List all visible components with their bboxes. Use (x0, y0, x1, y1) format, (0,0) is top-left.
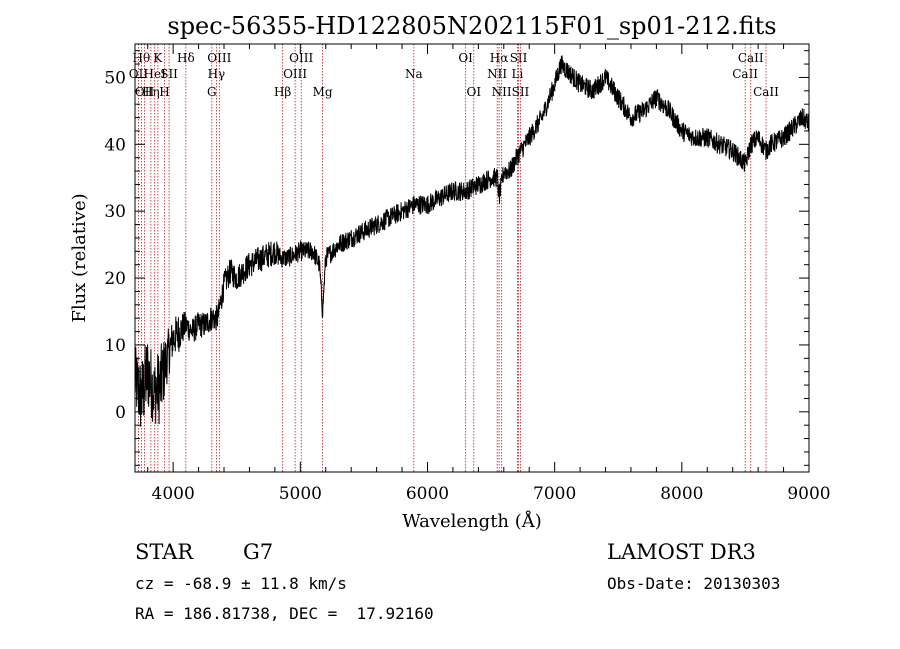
line-marker-label-14: OIII (289, 51, 313, 65)
y-tick-label-0: 0 (115, 403, 126, 423)
line-marker-label-2: OII (135, 85, 155, 99)
chart-title: spec-56355-HD122805N202115F01_sp01-212.f… (167, 12, 776, 40)
y-tick-label-1: 10 (104, 336, 126, 356)
line-marker-label-23: SII (510, 51, 528, 65)
line-marker-label-13: OIII (283, 67, 307, 81)
line-marker-label-18: OI (466, 85, 481, 99)
line-marker-label-8: Hδ (177, 51, 195, 65)
line-marker-label-19: NII (487, 67, 507, 81)
spectrum-chart: spec-56355-HD122805N202115F01_sp01-212.f… (69, 12, 831, 532)
x-tick-label-1: 5000 (279, 484, 322, 504)
line-marker-label-17: OI (458, 51, 473, 65)
line-marker-label-27: CaII (753, 85, 779, 99)
x-tick-label-0: 4000 (152, 484, 195, 504)
y-tick-label-2: 20 (104, 269, 126, 289)
line-marker-label-16: Na (405, 67, 423, 81)
x-tick-label-3: 7000 (533, 484, 576, 504)
spectrum-series (134, 55, 810, 427)
y-axis-label: Flux (relative) (69, 193, 90, 322)
line-marker-label-25: CaII (732, 67, 758, 81)
line-marker-label-4: HeI (144, 67, 167, 81)
y-tick-label-5: 50 (104, 68, 126, 88)
x-tick-label-5: 9000 (787, 484, 830, 504)
y-tick-label-4: 40 (104, 135, 126, 155)
coordinates: RA = 186.81738, DEC = 17.92160 (135, 604, 434, 623)
line-marker-label-20: Hα (490, 51, 509, 65)
line-marker-label-11: OIII (207, 51, 231, 65)
line-marker-label-7: SII (160, 67, 178, 81)
line-marker-label-21: NII (492, 85, 512, 99)
survey-name: LAMOST DR3 (607, 540, 756, 564)
line-marker-label-10: Hγ (208, 67, 226, 81)
y-tick-label-3: 30 (104, 202, 126, 222)
redshift-velocity: cz = -68.9 ± 11.8 km/s (135, 574, 347, 593)
plot-frame (134, 43, 810, 473)
line-marker-label-1: Hθ (133, 51, 151, 65)
line-marker-label-9: G (207, 85, 217, 99)
spectrum-line (134, 55, 810, 427)
x-tick-label-4: 8000 (660, 484, 703, 504)
object-subclass: G7 (243, 540, 274, 564)
line-marker-label-3: Hη (142, 85, 160, 99)
line-marker-label-15: Mg (313, 85, 333, 99)
line-marker-label-24: SII (512, 85, 530, 99)
object-class: STAR (135, 540, 194, 564)
line-marker-label-22: Li (511, 67, 523, 81)
x-tick-label-2: 6000 (406, 484, 449, 504)
line-marker-label-6: H (159, 85, 169, 99)
line-marker-label-12: Hβ (274, 85, 291, 99)
line-marker-label-5: K (153, 51, 163, 65)
observation-date: Obs-Date: 20130303 (607, 574, 781, 593)
line-markers: OIIHθOIIHηHeIKHSIIHδGHγOIIIHβOIIIOIIIMgN… (129, 44, 779, 472)
axes: 4000 5000 6000 7000 8000 9000 0 10 20 30 40 50 (104, 44, 831, 504)
line-marker-label-26: CaII (738, 51, 764, 65)
x-axis-label: Wavelength (Å) (402, 510, 542, 532)
